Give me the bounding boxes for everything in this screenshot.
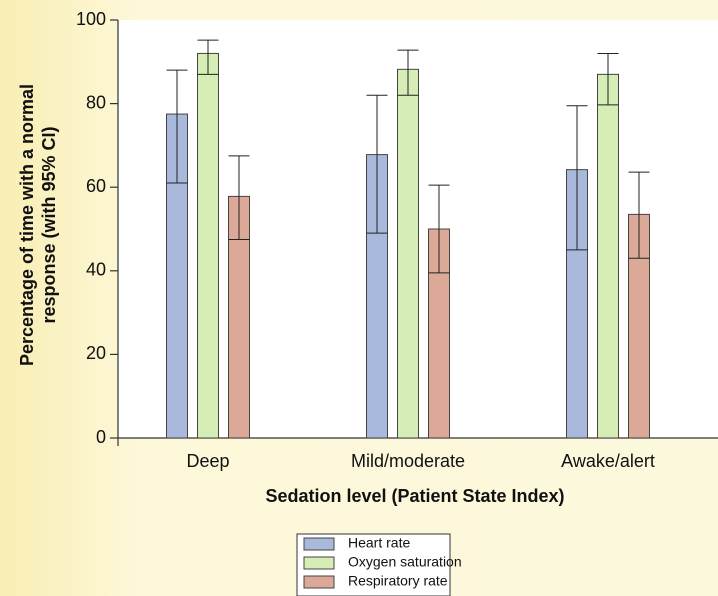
error-bar bbox=[166, 69, 188, 184]
error-bar bbox=[228, 155, 250, 240]
y-axis-title-line: response (with 95% CI) bbox=[39, 126, 59, 323]
bar bbox=[597, 73, 619, 439]
legend-swatch bbox=[303, 575, 335, 589]
x-tick-label: Awake/alert bbox=[561, 451, 655, 471]
error-bar bbox=[597, 52, 619, 106]
y-tick-label: 80 bbox=[86, 92, 106, 112]
legend-label: Oxygen saturation bbox=[348, 554, 462, 570]
y-axis-title-line: Percentage of time with a normal bbox=[17, 84, 37, 366]
legend-label: Respiratory rate bbox=[348, 573, 448, 589]
y-axis-title: Percentage of time with a normal respons… bbox=[17, 84, 59, 366]
x-axis-title: Sedation level (Patient State Index) bbox=[265, 486, 564, 506]
x-tick-label: Deep bbox=[186, 451, 229, 471]
y-tick-label: 20 bbox=[86, 343, 106, 363]
error-bar bbox=[366, 94, 388, 234]
error-bar bbox=[566, 105, 588, 251]
error-bar bbox=[428, 184, 450, 274]
legend-swatch bbox=[303, 537, 335, 551]
legend-swatch bbox=[303, 556, 335, 570]
x-tick-label: Mild/moderate bbox=[351, 451, 465, 471]
error-bar bbox=[628, 171, 650, 259]
y-tick-label: 0 bbox=[96, 427, 106, 447]
bar bbox=[397, 68, 419, 439]
bar bbox=[197, 52, 219, 439]
y-tick-label: 100 bbox=[76, 9, 106, 29]
y-tick-label: 60 bbox=[86, 176, 106, 196]
error-bar bbox=[397, 49, 419, 96]
error-bar bbox=[197, 39, 219, 75]
y-tick-label: 40 bbox=[86, 260, 106, 280]
legend-label: Heart rate bbox=[348, 535, 410, 551]
